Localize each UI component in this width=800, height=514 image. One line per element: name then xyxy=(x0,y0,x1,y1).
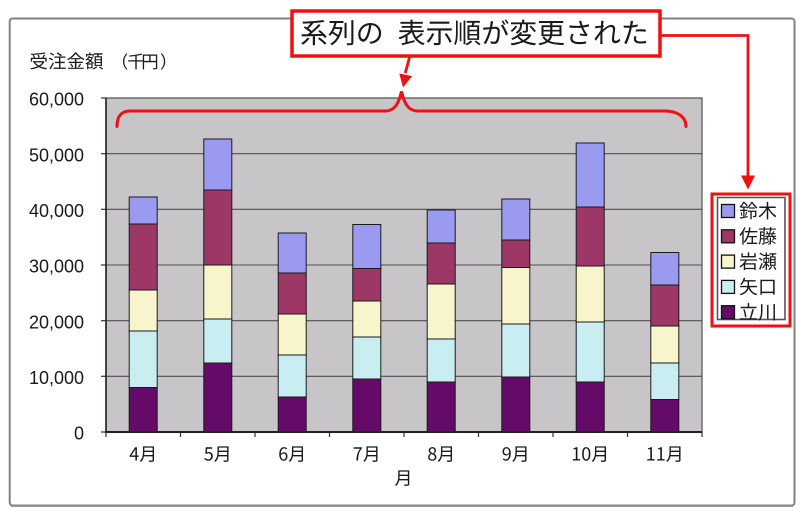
svg-text:0: 0 xyxy=(74,424,84,444)
svg-text:10,000: 10,000 xyxy=(29,368,84,388)
svg-text:30,000: 30,000 xyxy=(29,257,84,277)
svg-text:60,000: 60,000 xyxy=(29,90,84,110)
svg-text:20,000: 20,000 xyxy=(29,312,84,332)
svg-text:50,000: 50,000 xyxy=(29,145,84,165)
svg-text:40,000: 40,000 xyxy=(29,201,84,221)
